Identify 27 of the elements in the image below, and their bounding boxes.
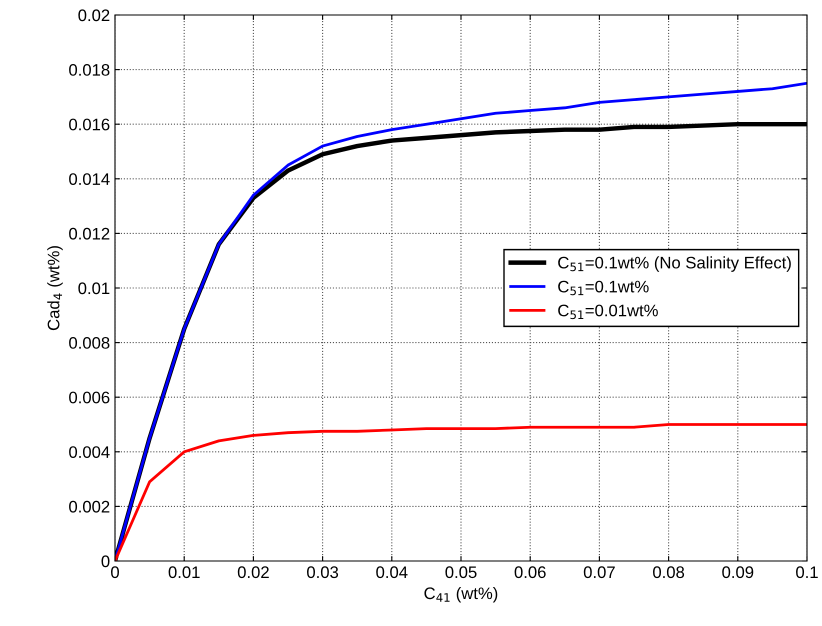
x-tick-label: 0.07 — [584, 566, 615, 578]
y-tick-label: 0.002 — [69, 500, 110, 513]
x-tick-label: 0.09 — [722, 566, 754, 578]
y-tick-label: 0.016 — [69, 118, 110, 130]
y-tick-label: 0.02 — [78, 9, 110, 22]
x-tick-label: 0.02 — [238, 566, 269, 578]
y-tick-label: 0.012 — [69, 228, 110, 240]
x-tick-label: 0.03 — [307, 566, 338, 578]
y-tick-label: 0.014 — [69, 173, 110, 186]
x-tick-label: 0.08 — [653, 566, 684, 578]
x-tick-label: 0.04 — [376, 566, 408, 578]
y-tick-label: 0.01 — [78, 282, 110, 294]
x-tick-label: 0.06 — [514, 566, 546, 578]
x-tick-label: 0 — [111, 566, 119, 578]
y-tick-label: 0.006 — [69, 392, 110, 404]
y-tick-label: 0 — [102, 555, 110, 568]
x-axis-title: C$_{41}$ (wt%) — [424, 586, 498, 602]
x-tick-label: 0.01 — [168, 566, 200, 578]
y-tick-label: 0.004 — [69, 446, 110, 458]
legend-label: C$_{51}$=0.1wt% (No Salinity Effect) — [558, 256, 791, 272]
x-tick-label: 0.1 — [796, 566, 818, 578]
legend-label: C$_{51}$=0.1wt% — [558, 280, 649, 296]
y-tick-label: 0.018 — [69, 64, 110, 76]
y-axis-title: Cad$_{4}$ (wt%) — [47, 246, 63, 330]
x-tick-label: 0.05 — [445, 566, 477, 578]
legend-label: C$_{51}$=0.01wt% — [558, 304, 658, 320]
y-tick-label: 0.008 — [69, 337, 110, 349]
